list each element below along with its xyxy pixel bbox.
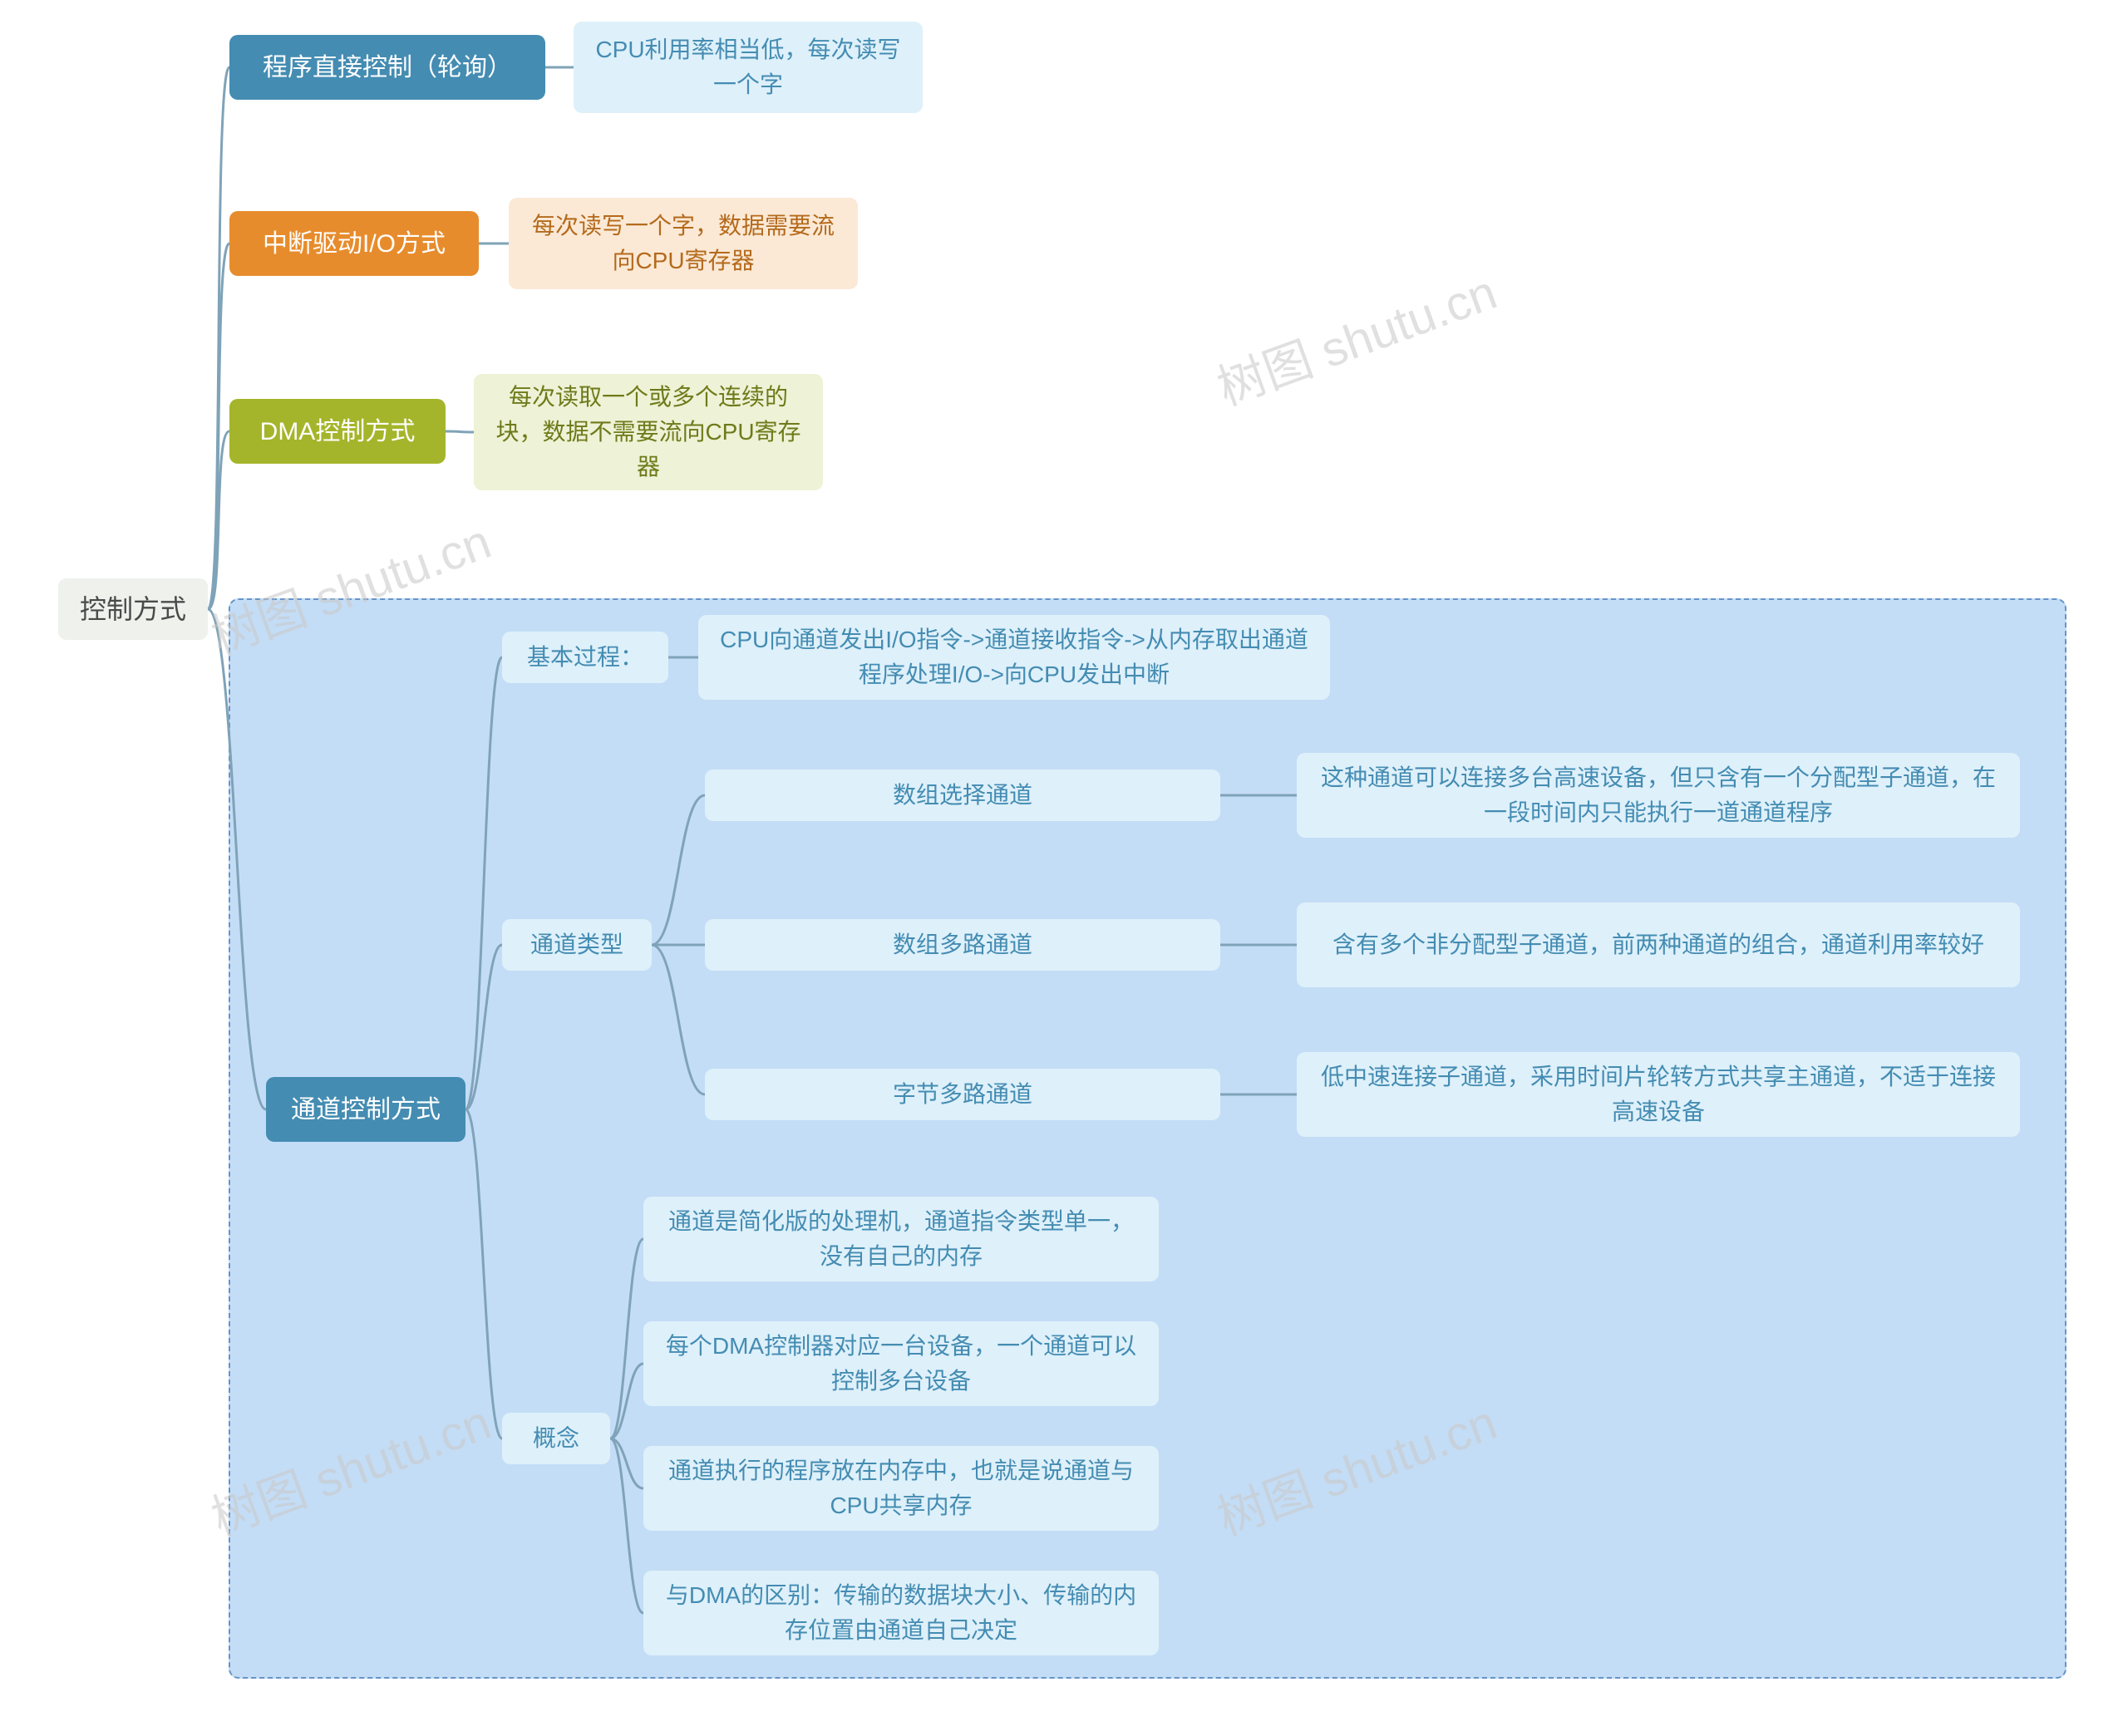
node-label: 每个DMA控制器对应一台设备，一个通道可以控制多台设备: [658, 1329, 1144, 1399]
node-label: 通道执行的程序放在内存中，也就是说通道与CPU共享内存: [658, 1453, 1144, 1523]
node-label: 每次读取一个或多个连续的块，数据不需要流向CPU寄存器: [489, 380, 808, 484]
node-label: 数组多路通道: [893, 927, 1032, 962]
node-interrupt: 中断驱动I/O方式: [229, 211, 479, 276]
node-channel: 通道控制方式: [266, 1077, 466, 1142]
node-interrupt-desc: 每次读写一个字，数据需要流向CPU寄存器: [509, 198, 858, 289]
node-label: 每次读写一个字，数据需要流向CPU寄存器: [524, 209, 843, 278]
node-type-array-select: 数组选择通道: [705, 770, 1220, 821]
node-label: 低中速连接子通道，采用时间片轮转方式共享主通道，不适于连接高速设备: [1312, 1060, 2005, 1129]
node-type-byte-multi: 字节多路通道: [705, 1069, 1220, 1120]
node-label: 概念: [533, 1421, 579, 1456]
node-basic-process-desc: CPU向通道发出I/O指令->通道接收指令->从内存取出通道程序处理I/O->向…: [698, 615, 1330, 700]
node-label: 通道是简化版的处理机，通道指令类型单一，没有自己的内存: [658, 1204, 1144, 1274]
edge: [208, 243, 229, 609]
node-label: 基本过程：: [527, 640, 643, 675]
node-basic-process: 基本过程：: [502, 632, 668, 683]
node-label: 字节多路通道: [893, 1077, 1032, 1112]
watermark: 树图 shutu.cn: [1206, 253, 1505, 419]
node-label: 控制方式: [80, 589, 186, 629]
node-label: CPU利用率相当低，每次读写一个字: [589, 32, 908, 102]
node-dma-desc: 每次读取一个或多个连续的块，数据不需要流向CPU寄存器: [474, 374, 823, 490]
node-label: 中断驱动I/O方式: [263, 225, 446, 263]
node-label: 通道类型: [530, 927, 623, 962]
node-concept-2: 每个DMA控制器对应一台设备，一个通道可以控制多台设备: [643, 1321, 1159, 1406]
node-concept-3: 通道执行的程序放在内存中，也就是说通道与CPU共享内存: [643, 1446, 1159, 1531]
node-label: CPU向通道发出I/O指令->通道接收指令->从内存取出通道程序处理I/O->向…: [713, 622, 1315, 692]
node-root: 控制方式: [58, 578, 208, 640]
node-polling: 程序直接控制（轮询）: [229, 35, 545, 100]
node-type-array-multi: 数组多路通道: [705, 919, 1220, 971]
node-label: 含有多个非分配型子通道，前两种通道的组合，通道利用率较好: [1332, 927, 1984, 962]
node-label: 这种通道可以连接多台高速设备，但只含有一个分配型子通道，在一段时间内只能执行一道…: [1312, 760, 2005, 830]
node-label: 程序直接控制（轮询）: [263, 49, 512, 86]
node-label: 通道控制方式: [291, 1091, 441, 1129]
edge: [446, 431, 474, 432]
node-label: 数组选择通道: [893, 778, 1032, 813]
node-dma: DMA控制方式: [229, 399, 446, 464]
node-concept: 概念: [502, 1413, 610, 1464]
node-channel-type: 通道类型: [502, 919, 652, 971]
edge: [208, 67, 229, 609]
node-type-array-multi-desc: 含有多个非分配型子通道，前两种通道的组合，通道利用率较好: [1297, 902, 2020, 987]
edge: [208, 431, 229, 609]
node-type-array-select-desc: 这种通道可以连接多台高速设备，但只含有一个分配型子通道，在一段时间内只能执行一道…: [1297, 753, 2020, 838]
node-polling-desc: CPU利用率相当低，每次读写一个字: [574, 22, 923, 113]
node-concept-1: 通道是简化版的处理机，通道指令类型单一，没有自己的内存: [643, 1197, 1159, 1281]
node-label: 与DMA的区别：传输的数据块大小、传输的内存位置由通道自己决定: [658, 1578, 1144, 1648]
node-type-byte-multi-desc: 低中速连接子通道，采用时间片轮转方式共享主通道，不适于连接高速设备: [1297, 1052, 2020, 1137]
node-concept-4: 与DMA的区别：传输的数据块大小、传输的内存位置由通道自己决定: [643, 1571, 1159, 1655]
mindmap-canvas: 控制方式 程序直接控制（轮询） CPU利用率相当低，每次读写一个字 中断驱动I/…: [0, 0, 2128, 1736]
node-label: DMA控制方式: [260, 413, 416, 450]
